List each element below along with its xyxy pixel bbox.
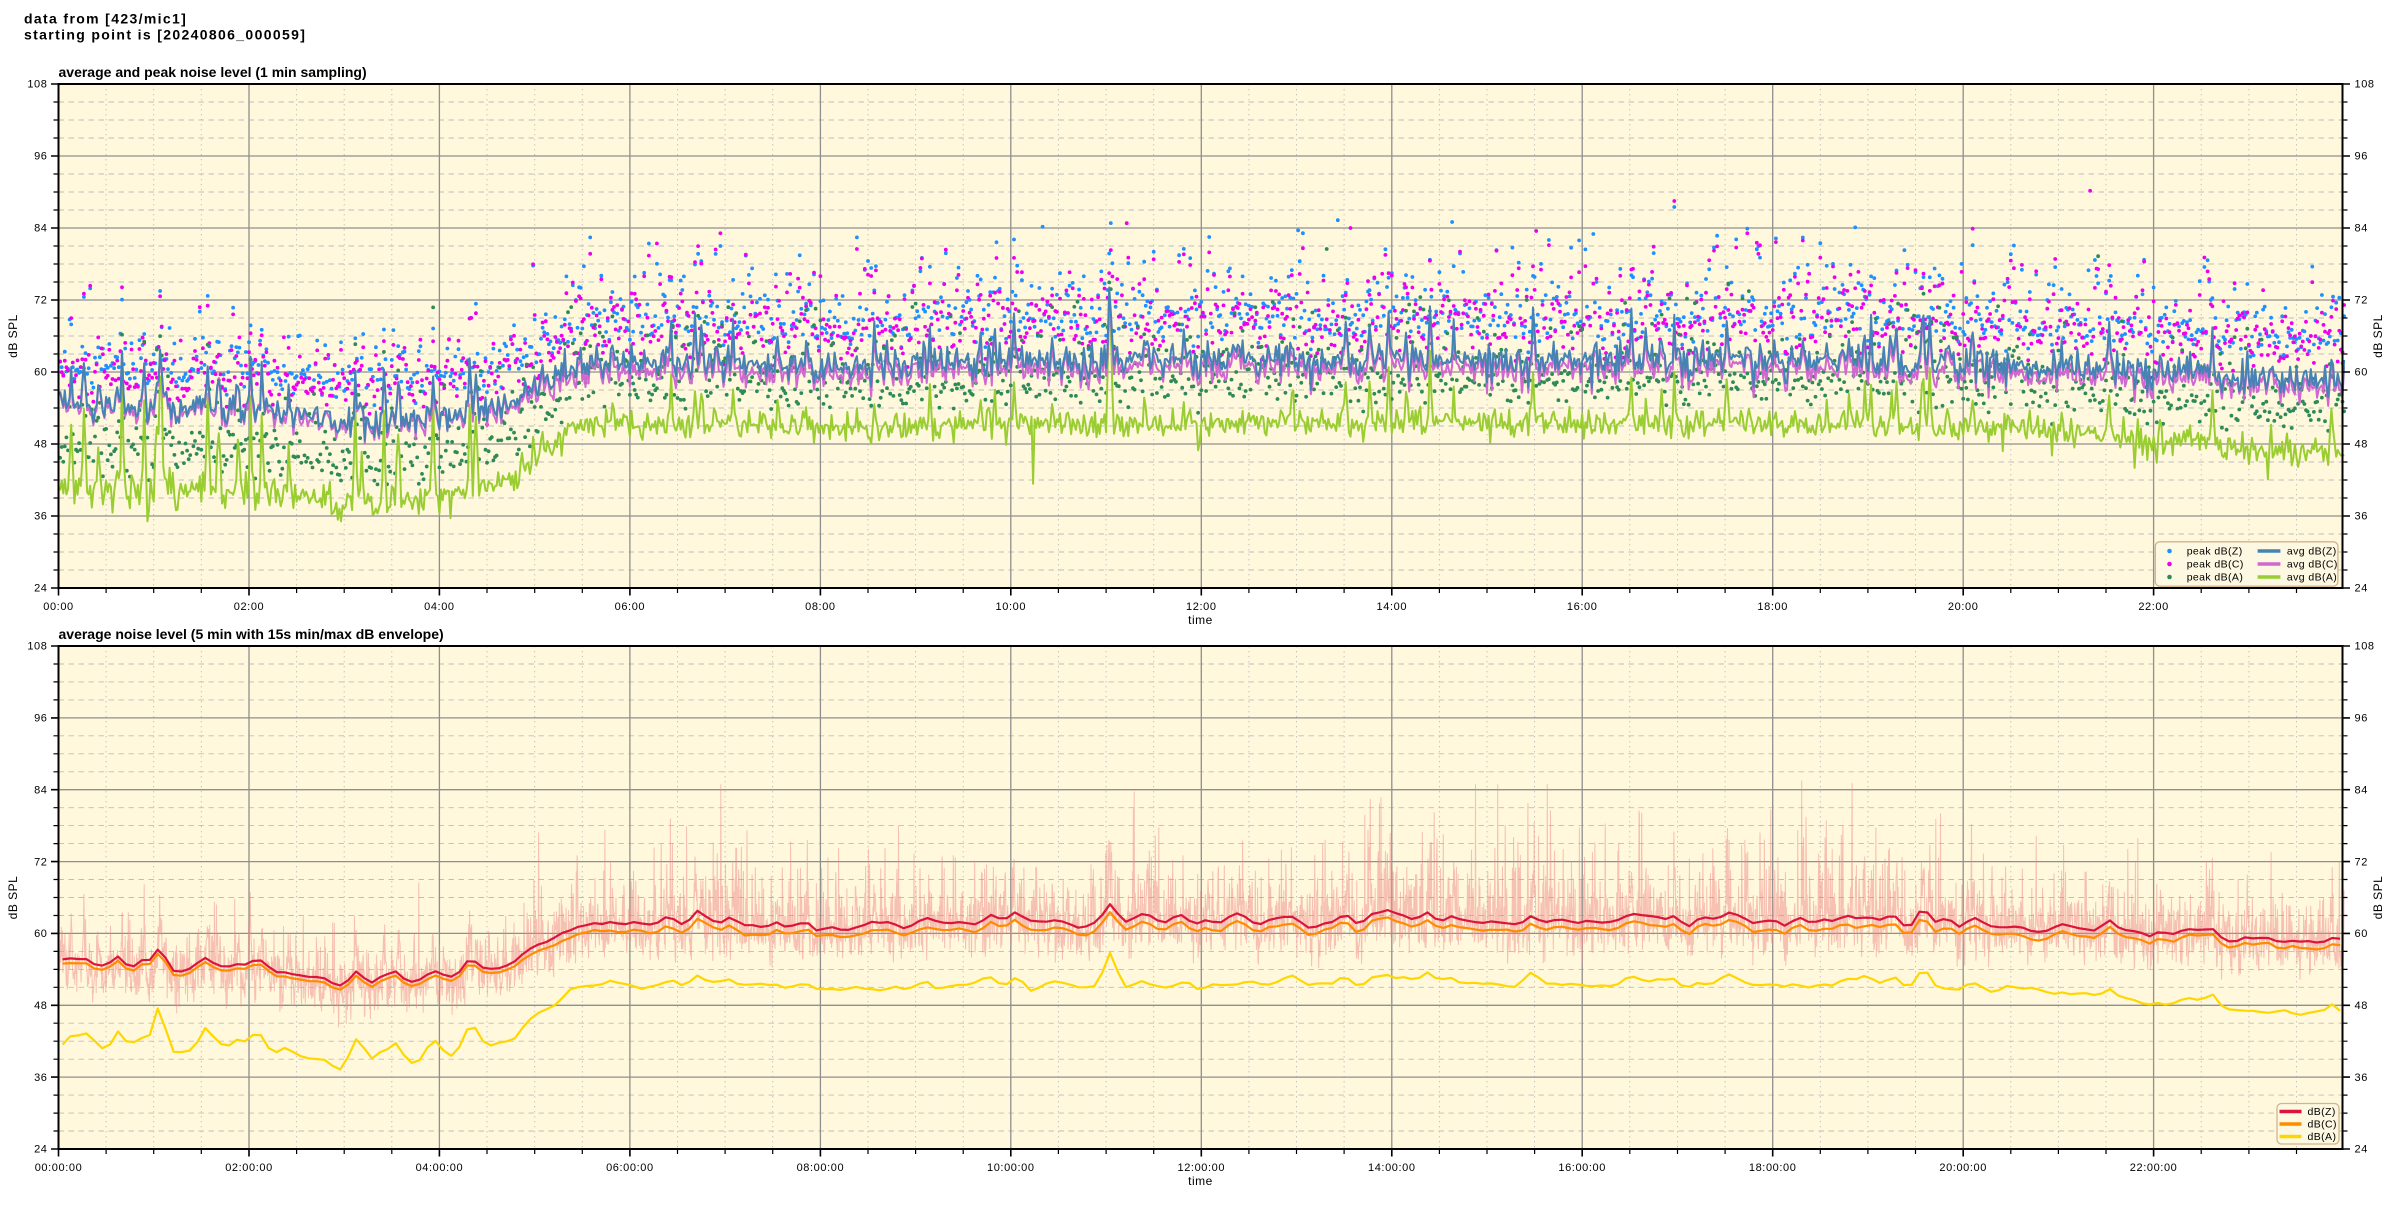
svg-text:96: 96 [2355, 713, 2368, 725]
svg-text:00:00:00: 00:00:00 [35, 1162, 83, 1174]
svg-text:20:00: 20:00 [1948, 601, 1979, 613]
svg-text:12:00: 12:00 [1186, 601, 1217, 613]
svg-text:22:00:00: 22:00:00 [2130, 1162, 2178, 1174]
svg-text:12:00:00: 12:00:00 [1177, 1162, 1225, 1174]
svg-text:72: 72 [34, 856, 47, 868]
svg-text:time: time [1188, 613, 1213, 627]
svg-text:20:00:00: 20:00:00 [1939, 1162, 1987, 1174]
svg-text:18:00: 18:00 [1757, 601, 1788, 613]
svg-text:24: 24 [2355, 583, 2368, 595]
svg-text:96: 96 [2355, 151, 2368, 163]
svg-text:36: 36 [34, 511, 47, 523]
svg-text:avg dB(C): avg dB(C) [2287, 559, 2338, 571]
svg-text:dB(C): dB(C) [2308, 1119, 2337, 1131]
svg-text:08:00:00: 08:00:00 [797, 1162, 845, 1174]
svg-text:data from [423/mic1]: data from [423/mic1] [24, 11, 187, 27]
svg-text:36: 36 [2355, 1072, 2368, 1084]
svg-text:04:00:00: 04:00:00 [416, 1162, 464, 1174]
svg-text:peak dB(Z): peak dB(Z) [2187, 546, 2243, 558]
svg-text:22:00: 22:00 [2138, 601, 2169, 613]
svg-text:48: 48 [34, 1000, 47, 1012]
svg-text:108: 108 [2355, 79, 2375, 91]
svg-text:average and peak noise level (: average and peak noise level (1 min samp… [59, 64, 367, 80]
svg-text:peak dB(A): peak dB(A) [2187, 572, 2244, 584]
svg-text:18:00:00: 18:00:00 [1749, 1162, 1797, 1174]
svg-text:06:00: 06:00 [615, 601, 646, 613]
svg-text:24: 24 [34, 1144, 47, 1156]
svg-text:108: 108 [27, 79, 47, 91]
svg-text:dB SPL: dB SPL [2371, 876, 2385, 920]
svg-text:16:00: 16:00 [1567, 601, 1598, 613]
svg-text:14:00: 14:00 [1377, 601, 1408, 613]
svg-text:starting point is [20240806_00: starting point is [20240806_000059] [24, 27, 306, 43]
svg-text:48: 48 [2355, 439, 2368, 451]
svg-text:10:00: 10:00 [996, 601, 1027, 613]
svg-text:72: 72 [34, 295, 47, 307]
svg-text:60: 60 [2355, 928, 2368, 940]
svg-text:16:00:00: 16:00:00 [1558, 1162, 1606, 1174]
svg-text:108: 108 [27, 641, 47, 653]
svg-text:60: 60 [2355, 367, 2368, 379]
svg-text:dB SPL: dB SPL [2371, 314, 2385, 358]
svg-text:84: 84 [34, 223, 47, 235]
svg-text:14:00:00: 14:00:00 [1368, 1162, 1416, 1174]
svg-text:avg dB(Z): avg dB(Z) [2287, 546, 2337, 558]
svg-text:peak dB(C): peak dB(C) [2187, 559, 2244, 571]
svg-text:84: 84 [2355, 784, 2368, 796]
svg-text:48: 48 [34, 439, 47, 451]
svg-text:06:00:00: 06:00:00 [606, 1162, 654, 1174]
svg-text:24: 24 [2355, 1144, 2368, 1156]
svg-text:04:00: 04:00 [424, 601, 455, 613]
svg-text:96: 96 [34, 151, 47, 163]
svg-text:avg dB(A): avg dB(A) [2287, 572, 2337, 584]
svg-text:dB(A): dB(A) [2308, 1131, 2337, 1143]
svg-text:00:00: 00:00 [43, 601, 74, 613]
svg-text:60: 60 [34, 367, 47, 379]
svg-text:108: 108 [2355, 641, 2375, 653]
svg-text:average noise level (5 min wit: average noise level (5 min with 15s min/… [59, 626, 444, 642]
svg-text:60: 60 [34, 928, 47, 940]
svg-text:84: 84 [2355, 223, 2368, 235]
svg-text:08:00: 08:00 [805, 601, 836, 613]
svg-text:02:00: 02:00 [234, 601, 265, 613]
svg-text:dB SPL: dB SPL [6, 314, 20, 358]
svg-text:84: 84 [34, 784, 47, 796]
svg-text:time: time [1188, 1174, 1213, 1188]
svg-text:96: 96 [34, 713, 47, 725]
svg-text:02:00:00: 02:00:00 [225, 1162, 273, 1174]
svg-text:24: 24 [34, 583, 47, 595]
svg-text:36: 36 [2355, 511, 2368, 523]
svg-text:72: 72 [2355, 295, 2368, 307]
svg-text:72: 72 [2355, 856, 2368, 868]
svg-text:48: 48 [2355, 1000, 2368, 1012]
svg-text:dB(Z): dB(Z) [2308, 1106, 2336, 1118]
svg-text:dB SPL: dB SPL [6, 876, 20, 920]
svg-text:10:00:00: 10:00:00 [987, 1162, 1035, 1174]
svg-text:36: 36 [34, 1072, 47, 1084]
